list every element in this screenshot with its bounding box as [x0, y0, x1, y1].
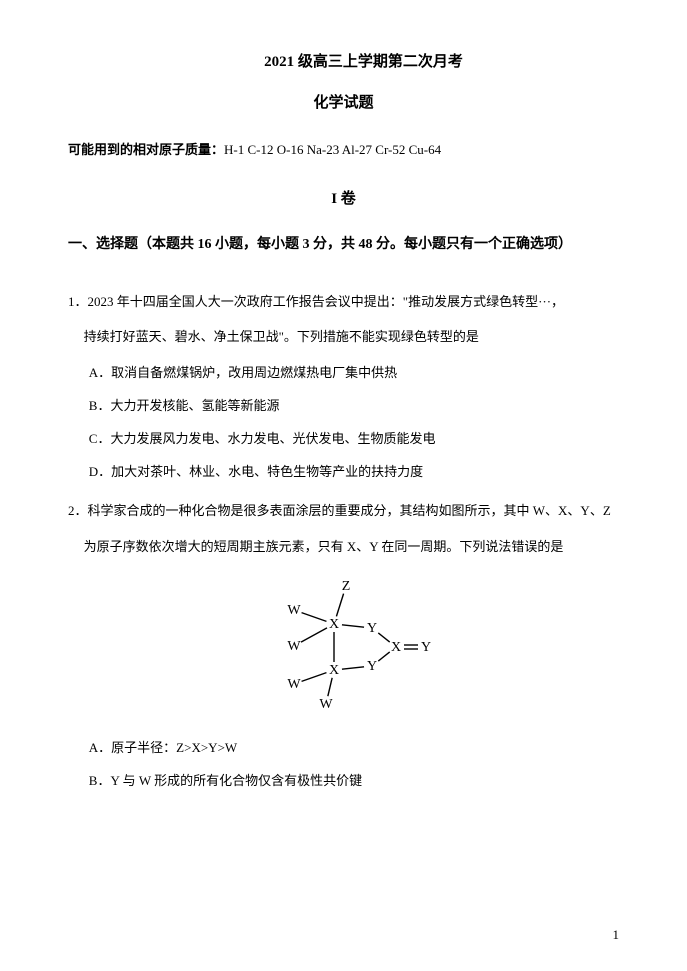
question-2: 2．科学家合成的一种化合物是很多表面涂层的重要成分，其结构如图所示，其中 W、X… [68, 495, 619, 796]
svg-text:Z: Z [341, 579, 350, 594]
molecule-diagram: ZXXYYXYWWWW [254, 574, 434, 714]
svg-text:W: W [319, 697, 333, 712]
volume-label: I 卷 [68, 187, 619, 208]
q1-stem-line2: 持续打好蓝天、碧水、净土保卫战"。下列措施不能实现绿色转型的是 [68, 321, 619, 352]
svg-text:W: W [287, 603, 301, 618]
svg-text:X: X [390, 640, 400, 655]
svg-text:Y: Y [420, 640, 430, 655]
q2-option-b: B．Y 与 W 形成的所有化合物仅含有极性共价键 [68, 765, 619, 796]
atomic-mass-line: 可能用到的相对原子质量：H-1 C-12 O-16 Na-23 Al-27 Cr… [68, 140, 619, 161]
svg-text:W: W [287, 639, 301, 654]
question-1: 1．2023 年十四届全国人大一次政府工作报告会议中提出："推动发展方式绿色转型… [68, 286, 619, 487]
svg-text:X: X [328, 663, 338, 678]
q2-stem-line1: 2．科学家合成的一种化合物是很多表面涂层的重要成分，其结构如图所示，其中 W、X… [68, 495, 619, 526]
q1-option-a: A．取消自备燃煤锅炉，改用周边燃煤热电厂集中供热 [68, 357, 619, 388]
svg-text:W: W [287, 677, 301, 692]
page-number: 1 [613, 927, 620, 943]
svg-text:Y: Y [366, 659, 376, 674]
q1-option-c: C．大力发展风力发电、水力发电、光伏发电、生物质能发电 [68, 423, 619, 454]
molecule-diagram-container: ZXXYYXYWWWW [68, 574, 619, 714]
svg-text:Y: Y [366, 621, 376, 636]
q1-option-d: D．加大对茶叶、林业、水电、特色生物等产业的扶持力度 [68, 456, 619, 487]
q1-stem-line1: 1．2023 年十四届全国人大一次政府工作报告会议中提出："推动发展方式绿色转型… [68, 286, 619, 317]
atomic-mass-label: 可能用到的相对原子质量： [68, 142, 224, 157]
atomic-mass-values: H-1 C-12 O-16 Na-23 Al-27 Cr-52 Cu-64 [224, 142, 441, 157]
q1-option-b: B．大力开发核能、氢能等新能源 [68, 390, 619, 421]
q2-option-a: A．原子半径：Z>X>Y>W [68, 732, 619, 763]
q2-stem-line2: 为原子序数依次增大的短周期主族元素，只有 X、Y 在同一周期。下列说法错误的是 [68, 531, 619, 562]
exam-title-sub: 化学试题 [68, 91, 619, 112]
section-header: 一、选择题（本题共 16 小题，每小题 3 分，共 48 分。每小题只有一个正确… [68, 234, 619, 256]
svg-text:X: X [328, 617, 338, 632]
exam-title-main: 2021 级高三上学期第二次月考 [68, 50, 619, 71]
